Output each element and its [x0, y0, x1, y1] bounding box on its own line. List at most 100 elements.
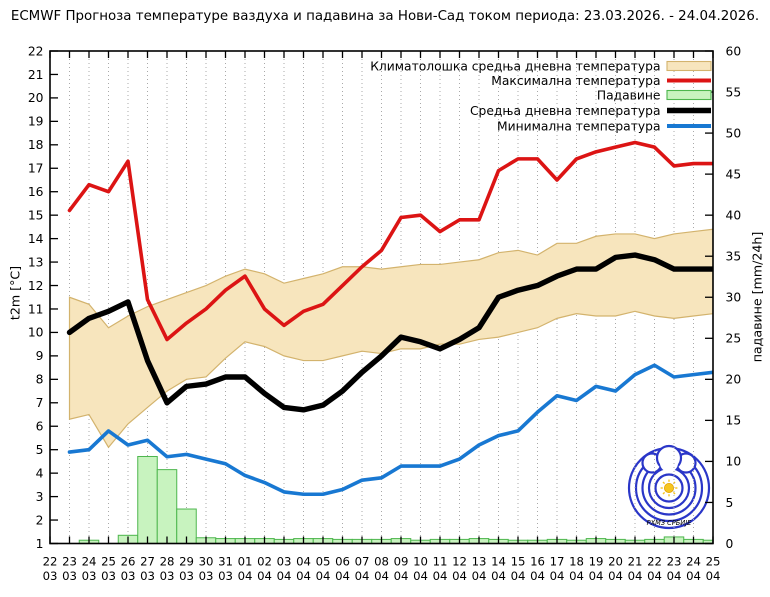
min-temp-line [67, 363, 713, 497]
svg-text:03: 03 [160, 569, 175, 583]
svg-text:04: 04 [335, 569, 350, 583]
svg-text:04: 04 [511, 569, 526, 583]
svg-text:04: 04 [608, 569, 623, 583]
svg-text:04: 04 [257, 569, 272, 583]
tick-marks [49, 50, 714, 545]
svg-text:04: 04 [569, 569, 584, 583]
svg-text:11: 11 [433, 555, 448, 569]
svg-text:13: 13 [472, 555, 487, 569]
precip-bar [702, 539, 713, 544]
svg-text:20: 20 [28, 91, 44, 105]
svg-text:06: 06 [335, 555, 350, 569]
svg-text:24: 24 [686, 555, 701, 569]
svg-text:04: 04 [374, 569, 389, 583]
svg-text:12: 12 [452, 555, 467, 569]
svg-text:5: 5 [36, 443, 44, 457]
svg-text:03: 03 [277, 555, 292, 569]
legend-label: Падавине [597, 88, 661, 102]
svg-text:7: 7 [36, 396, 44, 410]
svg-text:30: 30 [726, 291, 742, 305]
svg-text:10: 10 [726, 455, 742, 469]
svg-text:04: 04 [647, 569, 662, 583]
svg-text:04: 04 [355, 569, 370, 583]
y-axis-labels-right: 0 5 10 15 20 25 30 35 40 45 50 55 60 [726, 44, 742, 551]
svg-text:26: 26 [121, 555, 136, 569]
svg-text:29: 29 [179, 555, 194, 569]
svg-text:45: 45 [726, 167, 742, 181]
svg-text:23: 23 [667, 555, 682, 569]
svg-text:04: 04 [433, 569, 448, 583]
svg-text:03: 03 [101, 569, 116, 583]
x-axis-labels: 2203230324032503260327032803290330033103… [43, 555, 721, 584]
svg-text:04: 04 [686, 569, 701, 583]
svg-text:4: 4 [36, 466, 44, 480]
chart-title: ECMWF Прогноза температуре ваздуха и пад… [10, 9, 760, 24]
svg-text:16: 16 [28, 185, 44, 199]
svg-text:10: 10 [28, 326, 44, 340]
svg-text:09: 09 [394, 555, 409, 569]
svg-text:04: 04 [238, 569, 253, 583]
svg-text:10: 10 [413, 555, 428, 569]
svg-text:04: 04 [394, 569, 409, 583]
svg-text:04: 04 [589, 569, 604, 583]
logo-caption: РХМЗ СРБИЈЕ [647, 519, 692, 527]
legend-label: Климатолошка средња дневна температура [370, 59, 660, 73]
svg-text:25: 25 [726, 332, 742, 346]
svg-text:55: 55 [726, 85, 742, 99]
svg-text:14: 14 [28, 232, 44, 246]
svg-text:03: 03 [199, 569, 214, 583]
svg-text:15: 15 [511, 555, 526, 569]
svg-text:05: 05 [316, 555, 331, 569]
svg-text:02: 02 [257, 555, 272, 569]
svg-text:8: 8 [36, 373, 44, 387]
svg-text:04: 04 [296, 569, 311, 583]
svg-text:25: 25 [101, 555, 116, 569]
svg-text:22: 22 [28, 44, 44, 58]
svg-text:50: 50 [726, 126, 742, 140]
svg-text:28: 28 [160, 555, 175, 569]
precip-bar [137, 455, 158, 544]
svg-text:20: 20 [608, 555, 623, 569]
svg-text:31: 31 [218, 555, 233, 569]
svg-text:27: 27 [140, 555, 155, 569]
svg-text:2: 2 [36, 513, 44, 527]
svg-text:04: 04 [667, 569, 682, 583]
svg-text:5: 5 [726, 496, 734, 510]
sun-icon [660, 479, 678, 497]
mean-temp-line [66, 252, 713, 413]
svg-text:03: 03 [179, 569, 194, 583]
legend-label: Средња дневна температура [470, 104, 661, 118]
svg-text:21: 21 [628, 555, 643, 569]
svg-text:01: 01 [238, 555, 253, 569]
svg-text:11: 11 [28, 302, 44, 316]
svg-text:04: 04 [491, 569, 506, 583]
svg-text:04: 04 [277, 569, 292, 583]
climatology-band [68, 228, 713, 449]
svg-text:19: 19 [28, 115, 44, 129]
svg-text:19: 19 [589, 555, 604, 569]
svg-text:22: 22 [43, 555, 58, 569]
svg-text:12: 12 [28, 279, 44, 293]
svg-text:15: 15 [28, 208, 44, 222]
svg-text:03: 03 [121, 569, 136, 583]
max-temp-line [67, 140, 713, 342]
svg-text:08: 08 [374, 555, 389, 569]
svg-text:23: 23 [62, 555, 77, 569]
svg-text:0: 0 [726, 537, 734, 551]
svg-text:60: 60 [726, 44, 742, 58]
svg-text:1: 1 [36, 537, 44, 551]
svg-text:20: 20 [726, 373, 742, 387]
cloud-icon [641, 444, 697, 474]
svg-text:04: 04 [472, 569, 487, 583]
svg-text:04: 04 [296, 555, 311, 569]
legend-sample-swatch [666, 60, 712, 72]
svg-text:3: 3 [36, 490, 44, 504]
svg-text:04: 04 [530, 569, 545, 583]
svg-text:04: 04 [628, 569, 643, 583]
svg-text:35: 35 [726, 250, 742, 264]
precip-bar [156, 469, 178, 544]
legend-label: Максимална температура [491, 74, 660, 88]
